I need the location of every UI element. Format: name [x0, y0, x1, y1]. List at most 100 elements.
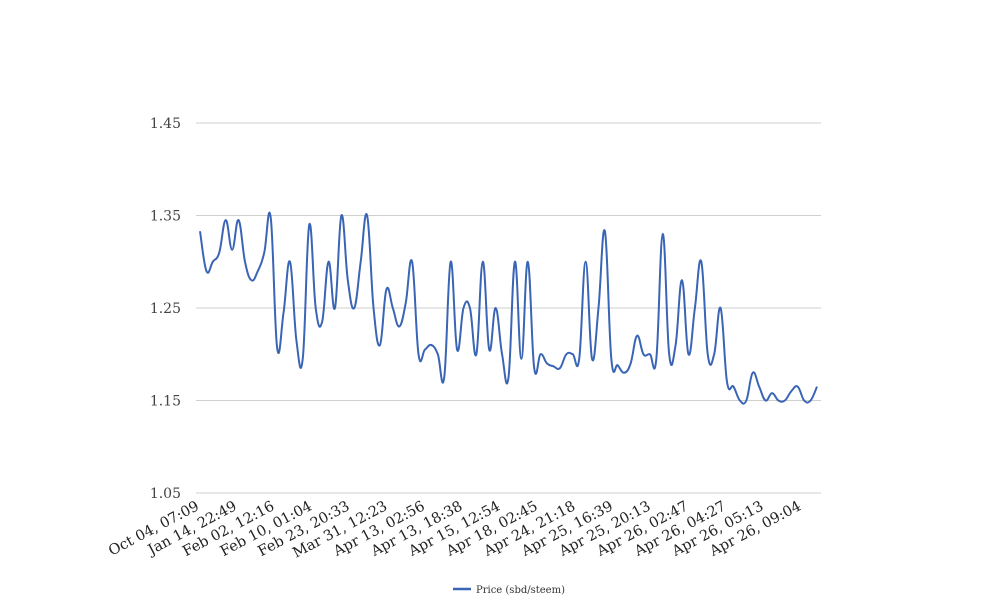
- data-point: [339, 213, 344, 218]
- data-point: [300, 355, 305, 360]
- data-point: [352, 306, 357, 311]
- series-layer: [198, 211, 818, 405]
- data-point: [583, 259, 588, 264]
- legend[interactable]: Price (sbd/steem): [453, 585, 565, 596]
- y-tick-label: 1.45: [150, 116, 181, 132]
- data-point: [281, 310, 286, 315]
- data-point: [442, 375, 447, 380]
- data-point: [744, 398, 749, 403]
- data-point: [789, 389, 794, 394]
- data-point: [429, 343, 434, 348]
- data-point: [808, 398, 813, 403]
- data-point: [326, 259, 331, 264]
- data-point: [660, 232, 665, 237]
- series-line-price: [199, 211, 818, 405]
- data-point: [731, 384, 736, 389]
- data-point: [564, 352, 569, 357]
- data-point: [493, 306, 498, 311]
- data-point: [622, 370, 627, 375]
- data-point: [217, 250, 222, 255]
- data-point: [332, 306, 337, 311]
- gridlines: [196, 122, 821, 494]
- data-point: [590, 356, 595, 361]
- data-point: [480, 259, 485, 264]
- y-tick-label: 1.25: [150, 301, 181, 317]
- data-point: [551, 364, 556, 369]
- data-point: [609, 356, 614, 361]
- data-point: [654, 356, 659, 361]
- data-point: [410, 259, 415, 264]
- data-point: [770, 391, 775, 396]
- y-tick-label: 1.35: [150, 209, 181, 225]
- data-point: [230, 247, 235, 252]
- data-point: [467, 306, 472, 311]
- data-point: [358, 259, 363, 264]
- data-point: [345, 278, 350, 283]
- data-point: [313, 306, 318, 311]
- data-point: [795, 384, 800, 389]
- data-point: [448, 259, 453, 264]
- data-point: [750, 370, 755, 375]
- data-point: [519, 356, 524, 361]
- legend-label-price: Price (sbd/steem): [476, 585, 565, 596]
- data-point: [198, 229, 203, 234]
- data-point: [455, 347, 460, 352]
- data-point: [692, 306, 697, 311]
- data-point: [236, 218, 241, 223]
- data-point: [525, 259, 530, 264]
- data-point: [641, 352, 646, 357]
- data-point: [255, 269, 260, 274]
- data-point: [384, 287, 389, 292]
- data-point: [602, 229, 607, 234]
- data-point: [596, 306, 601, 311]
- data-point: [474, 352, 479, 357]
- data-point: [487, 347, 492, 352]
- data-point: [737, 398, 742, 403]
- data-point: [275, 345, 280, 350]
- data-point: [557, 366, 562, 371]
- data-point: [538, 352, 543, 357]
- y-tick-label: 1.05: [150, 486, 181, 502]
- data-point: [371, 306, 376, 311]
- data-point: [377, 343, 382, 348]
- data-point: [673, 343, 678, 348]
- data-point: [532, 366, 537, 371]
- data-point: [249, 278, 254, 283]
- data-point: [718, 306, 723, 311]
- data-point: [570, 352, 575, 357]
- data-point: [500, 352, 505, 357]
- data-point: [667, 352, 672, 357]
- data-point: [545, 361, 550, 366]
- data-point: [320, 319, 325, 324]
- data-point: [635, 333, 640, 338]
- y-axis-tick-labels: 1.45 1.35 1.25 1.15 1.05: [150, 116, 181, 502]
- data-point: [577, 356, 582, 361]
- data-point: [397, 324, 402, 329]
- data-point: [242, 259, 247, 264]
- data-point: [628, 361, 633, 366]
- data-point: [615, 363, 620, 368]
- data-point: [204, 269, 209, 274]
- data-point: [705, 352, 710, 357]
- data-point: [365, 213, 370, 218]
- data-point: [763, 398, 768, 403]
- data-point: [287, 259, 292, 264]
- data-point: [712, 352, 717, 357]
- y-tick-label: 1.15: [150, 394, 181, 410]
- data-point: [506, 375, 511, 380]
- data-point: [262, 250, 267, 255]
- data-point: [461, 306, 466, 311]
- data-point: [802, 398, 807, 403]
- data-point: [757, 384, 762, 389]
- data-point: [782, 398, 787, 403]
- data-point: [512, 259, 517, 264]
- data-point: [416, 352, 421, 357]
- data-point: [422, 347, 427, 352]
- data-point: [680, 278, 685, 283]
- data-point: [776, 398, 781, 403]
- data-point: [435, 352, 440, 357]
- data-point: [686, 352, 691, 357]
- data-point: [403, 301, 408, 306]
